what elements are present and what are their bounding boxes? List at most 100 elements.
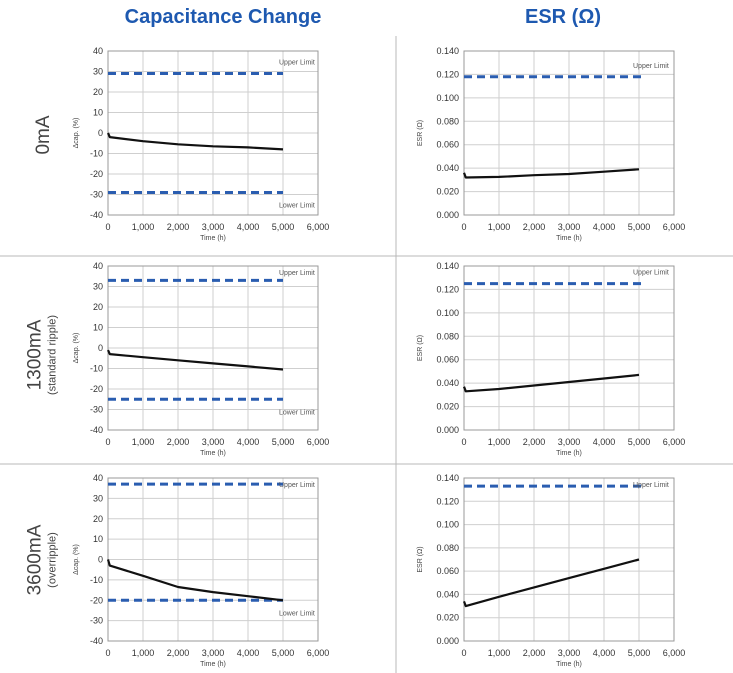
- data-series-line: [462, 558, 640, 608]
- x-axis-label: Time (h): [200, 450, 226, 457]
- plot-frame: [107, 265, 319, 431]
- y-axis-label: ESR (Ω): [417, 120, 424, 146]
- y-tick-label: 0.080: [436, 116, 459, 126]
- x-tick-label: 3,000: [558, 437, 581, 447]
- x-tick-label: 2,000: [167, 222, 190, 232]
- y-tick-label: 0.080: [436, 331, 459, 341]
- x-tick-label: 5,000: [628, 648, 651, 658]
- x-axis-label: Time (h): [200, 661, 226, 668]
- y-tick-label: 10: [93, 323, 103, 333]
- y-tick-label: 0.140: [436, 473, 459, 483]
- x-tick-label: 6,000: [307, 222, 330, 232]
- chart-panel-2: 0 1,000 2,000 3,000 4,000 5,000 6,000 40 30 20 10 0…: [73, 261, 329, 457]
- y-tick-label: -20: [90, 384, 103, 394]
- x-tick-label: 2,000: [523, 222, 546, 232]
- y-tick-label: 30: [93, 67, 103, 77]
- x-tick-label: 3,000: [202, 222, 225, 232]
- x-tick-label: 5,000: [628, 222, 651, 232]
- x-tick-label: 2,000: [523, 437, 546, 447]
- y-tick-label: -40: [90, 210, 103, 220]
- y-tick-label: 0.140: [436, 46, 459, 56]
- x-axis-label: Time (h): [556, 235, 582, 242]
- x-tick-label: 3,000: [202, 437, 225, 447]
- y-tick-label: -30: [90, 190, 103, 200]
- y-tick-label: 40: [93, 261, 103, 271]
- x-tick-label: 0: [461, 437, 466, 447]
- capacitance-change-header: Capacitance Change: [124, 6, 322, 28]
- data-series-line: [106, 132, 284, 151]
- y-tick-label: -40: [90, 636, 103, 646]
- y-tick-label: 0.100: [436, 520, 459, 530]
- y-tick-label: 0.040: [436, 378, 459, 388]
- limit-label: Upper Limit: [633, 482, 669, 489]
- limit-label: Upper Limit: [633, 270, 669, 277]
- y-tick-label: 0.000: [436, 425, 459, 435]
- y-tick-label: 20: [93, 87, 103, 97]
- x-tick-label: 0: [461, 648, 466, 658]
- plot-frame: [463, 50, 675, 216]
- x-tick-label: 4,000: [593, 648, 616, 658]
- y-tick-label: 40: [93, 46, 103, 56]
- y-tick-label: 10: [93, 108, 103, 118]
- x-tick-label: 4,000: [237, 648, 260, 658]
- chart-panel-5: 0 1,000 2,000 3,000 4,000 5,000 6,000 0.140 0.12…: [417, 473, 685, 668]
- y-tick-label: 0.020: [436, 402, 459, 412]
- limit-label: Upper Limit: [279, 60, 315, 67]
- x-axis-label: Time (h): [556, 450, 582, 457]
- data-series-line: [106, 559, 284, 602]
- y-tick-label: -30: [90, 616, 103, 626]
- x-tick-label: 0: [105, 648, 110, 658]
- limit-label: Lower Limit: [279, 610, 315, 617]
- esr-header: ESR (Ω): [524, 6, 602, 28]
- plot-frame: [463, 477, 675, 642]
- y-tick-label: 0.020: [436, 613, 459, 623]
- chart-panel-4: 0 1,000 2,000 3,000 4,000 5,000 6,000 40 30 20 10 0…: [73, 473, 329, 668]
- x-tick-label: 0: [105, 437, 110, 447]
- y-tick-label: 30: [93, 282, 103, 292]
- y-tick-label: 40: [93, 473, 103, 483]
- x-tick-label: 4,000: [237, 222, 260, 232]
- x-tick-label: 6,000: [663, 648, 686, 658]
- y-tick-label: 10: [93, 534, 103, 544]
- x-tick-label: 1,000: [488, 437, 511, 447]
- y-axis-label: Δcap. (%): [73, 118, 80, 149]
- x-tick-label: 4,000: [593, 437, 616, 447]
- y-tick-label: 0.000: [436, 210, 459, 220]
- y-tick-label: 0.100: [436, 93, 459, 103]
- x-tick-label: 1,000: [488, 222, 511, 232]
- y-tick-label: 0: [98, 343, 103, 353]
- chart-panel-3: 0 1,000 2,000 3,000 4,000 5,000 6,000 0.140 0.12…: [417, 261, 685, 457]
- y-tick-label: 0.040: [436, 589, 459, 599]
- y-axis-label: Δcap. (%): [73, 544, 80, 575]
- x-tick-label: 5,000: [272, 437, 295, 447]
- x-tick-label: 6,000: [663, 222, 686, 232]
- y-tick-label: 0.140: [436, 261, 459, 271]
- y-tick-label: 30: [93, 493, 103, 503]
- x-tick-label: 5,000: [272, 648, 295, 658]
- y-tick-label: 0.060: [436, 566, 459, 576]
- x-tick-label: 6,000: [663, 437, 686, 447]
- data-series-line: [462, 168, 640, 179]
- plot-frame: [463, 265, 675, 431]
- x-tick-label: 2,000: [523, 648, 546, 658]
- y-tick-label: -30: [90, 405, 103, 415]
- x-axis-label: Time (h): [200, 235, 226, 242]
- y-tick-label: -10: [90, 575, 103, 585]
- y-tick-label: 0.020: [436, 187, 459, 197]
- x-tick-label: 0: [461, 222, 466, 232]
- y-tick-label: 0.040: [436, 163, 459, 173]
- limit-label: Upper Limit: [633, 63, 669, 70]
- y-tick-label: 0.060: [436, 140, 459, 150]
- y-tick-label: 20: [93, 514, 103, 524]
- chart-panel-1: 0 1,000 2,000 3,000 4,000 5,000 6,000 0.140 0.12…: [417, 46, 685, 242]
- y-tick-label: 0.120: [436, 496, 459, 506]
- x-tick-label: 1,000: [132, 222, 155, 232]
- limit-label: Lower Limit: [279, 409, 315, 416]
- y-tick-label: -20: [90, 169, 103, 179]
- x-tick-label: 2,000: [167, 437, 190, 447]
- y-tick-label: 0.120: [436, 284, 459, 294]
- data-series-line: [462, 373, 640, 393]
- x-tick-label: 3,000: [558, 648, 581, 658]
- y-tick-label: 0: [98, 128, 103, 138]
